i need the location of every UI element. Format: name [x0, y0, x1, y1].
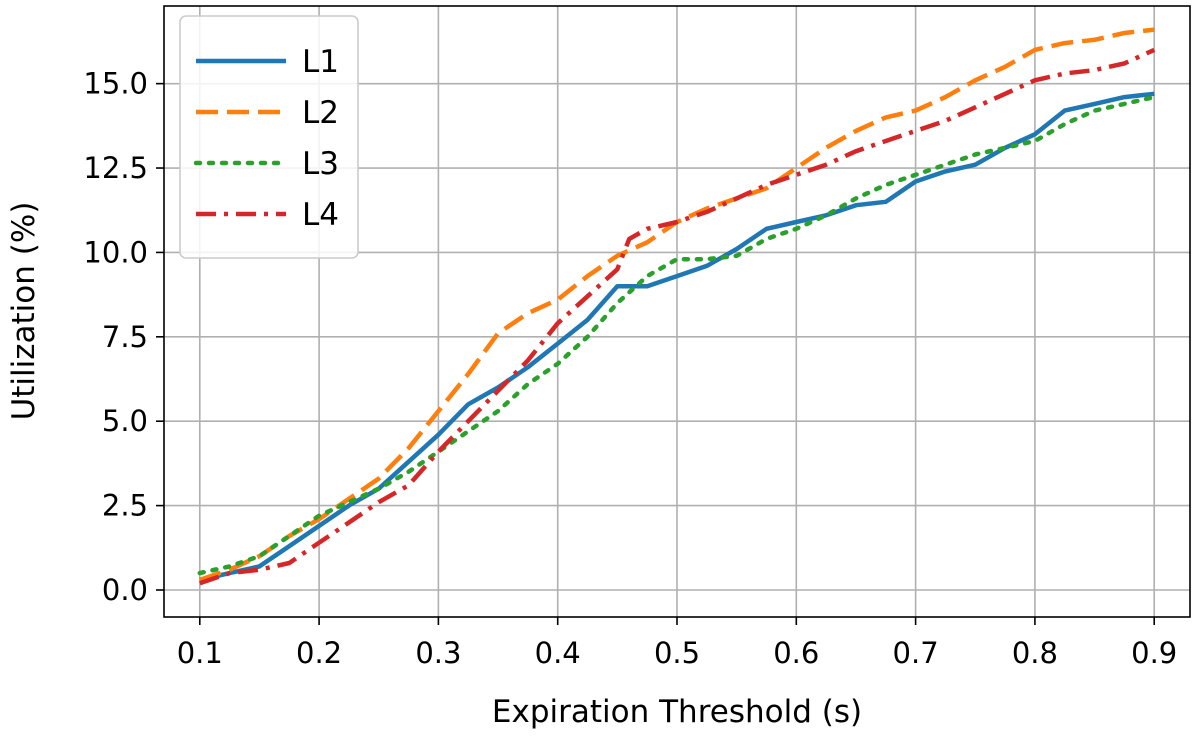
y-tick-label: 15.0 [83, 67, 148, 101]
x-tick-label: 0.1 [177, 636, 223, 670]
x-tick-label: 0.7 [893, 636, 939, 670]
x-tick-label: 0.4 [535, 636, 581, 670]
legend-label-l2: L2 [302, 95, 339, 131]
x-tick-label: 0.3 [415, 636, 461, 670]
y-tick-label: 12.5 [83, 151, 148, 185]
legend: L1 L2 L3 L4 [179, 15, 359, 259]
legend-label-l4: L4 [302, 197, 339, 233]
x-axis-ticks: 0.1 0.2 0.3 0.4 0.5 0.6 0.7 0.8 0.9 [177, 617, 1177, 670]
x-tick-label: 0.9 [1131, 636, 1177, 670]
y-tick-label: 0.0 [102, 573, 148, 607]
y-axis-ticks: 0.0 2.5 5.0 7.5 10.0 12.5 15.0 [83, 67, 164, 607]
y-tick-label: 7.5 [102, 320, 148, 354]
grid-lines [164, 6, 1190, 617]
x-tick-label: 0.8 [1012, 636, 1058, 670]
y-tick-label: 10.0 [83, 235, 148, 269]
legend-label-l1: L1 [302, 44, 339, 80]
legend-label-l3: L3 [302, 146, 339, 182]
series-line-l4 [199, 47, 1156, 586]
x-tick-label: 0.5 [654, 636, 700, 670]
y-tick-label: 2.5 [102, 489, 148, 523]
series-lines [197, 27, 1157, 586]
y-tick-label: 5.0 [102, 404, 148, 438]
series-line-l1 [199, 91, 1155, 583]
y-axis-label: Utilization (%) [6, 202, 42, 421]
x-tick-label: 0.2 [296, 636, 342, 670]
series-line-l3 [197, 94, 1157, 576]
legend-box [179, 15, 359, 259]
x-axis-label: Expiration Threshold (s) [492, 694, 862, 730]
x-tick-label: 0.6 [773, 636, 819, 670]
